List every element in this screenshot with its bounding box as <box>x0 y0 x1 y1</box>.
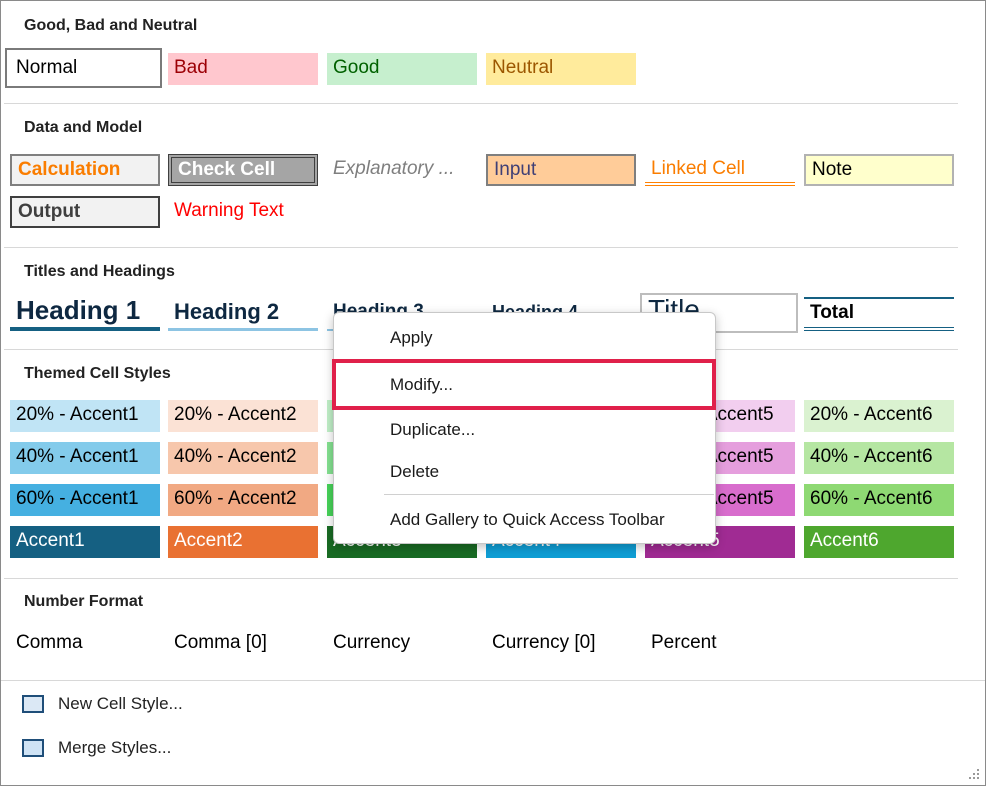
style-cell[interactable]: 60% - Accent6 <box>804 484 954 516</box>
style-cell[interactable]: Heading 1 <box>10 293 160 331</box>
style-cell[interactable]: Comma <box>16 632 83 653</box>
separator <box>4 578 958 579</box>
style-cell[interactable]: Input <box>486 154 636 186</box>
style-cell[interactable]: Currency <box>333 632 411 653</box>
style-cell[interactable]: 60% - Accent2 <box>168 484 318 516</box>
style-cell[interactable]: Heading 2 <box>168 295 318 331</box>
menu-item[interactable]: Duplicate... <box>390 420 476 439</box>
style-cell[interactable]: 20% - Accent1 <box>10 400 160 432</box>
separator <box>4 103 958 104</box>
style-cell[interactable]: Percent <box>651 632 717 653</box>
style-cell[interactable]: 40% - Accent1 <box>10 442 160 474</box>
menu-separator <box>384 494 714 495</box>
style-cell[interactable]: Neutral <box>486 53 636 85</box>
style-cell[interactable]: 20% - Accent6 <box>804 400 954 432</box>
style-cell[interactable]: 20% - Accent2 <box>168 400 318 432</box>
style-cell[interactable]: 60% - Accent1 <box>10 484 160 516</box>
menu-item[interactable]: Delete <box>390 462 440 481</box>
style-cell[interactable]: Normal <box>5 48 162 88</box>
style-cell[interactable]: Explanatory ... <box>333 158 455 179</box>
style-cell[interactable]: Output <box>10 196 160 228</box>
section-header: Good, Bad and Neutral <box>24 17 198 34</box>
context-menu: Apply Modify... Duplicate... Delete Add … <box>333 312 716 544</box>
new-style-icon <box>22 695 44 713</box>
style-cell[interactable]: Bad <box>168 53 318 85</box>
separator <box>1 680 985 681</box>
style-cell[interactable]: Check Cell <box>168 154 318 186</box>
section-header: Data and Model <box>24 119 143 136</box>
style-cell[interactable]: Accent6 <box>804 526 954 558</box>
section-header: Themed Cell Styles <box>24 365 171 382</box>
action-item[interactable]: Merge Styles... <box>58 738 172 757</box>
style-cell[interactable]: Accent2 <box>168 526 318 558</box>
style-cell[interactable]: Comma [0] <box>174 632 267 653</box>
highlight-box <box>332 359 716 410</box>
section-header: Number Format <box>24 593 144 610</box>
style-cell[interactable]: Calculation <box>10 154 160 186</box>
style-cell[interactable]: Note <box>804 154 954 186</box>
style-cell[interactable]: 40% - Accent6 <box>804 442 954 474</box>
merge-icon <box>22 739 44 757</box>
style-cell[interactable]: Currency [0] <box>492 632 596 653</box>
style-cell[interactable]: 40% - Accent2 <box>168 442 318 474</box>
style-cell[interactable]: Good <box>327 53 477 85</box>
resize-grip[interactable] <box>967 767 981 781</box>
style-cell[interactable]: Accent1 <box>10 526 160 558</box>
style-cell[interactable]: Warning Text <box>174 200 284 221</box>
style-cell[interactable]: Linked Cell <box>645 154 795 186</box>
separator <box>4 247 958 248</box>
menu-item[interactable]: Modify... <box>390 375 453 394</box>
action-item[interactable]: New Cell Style... <box>58 694 183 713</box>
style-cell[interactable]: Total <box>804 297 954 331</box>
section-header: Titles and Headings <box>24 263 175 280</box>
menu-item[interactable]: Add Gallery to Quick Access Toolbar <box>390 510 665 529</box>
menu-item[interactable]: Apply <box>390 328 433 347</box>
